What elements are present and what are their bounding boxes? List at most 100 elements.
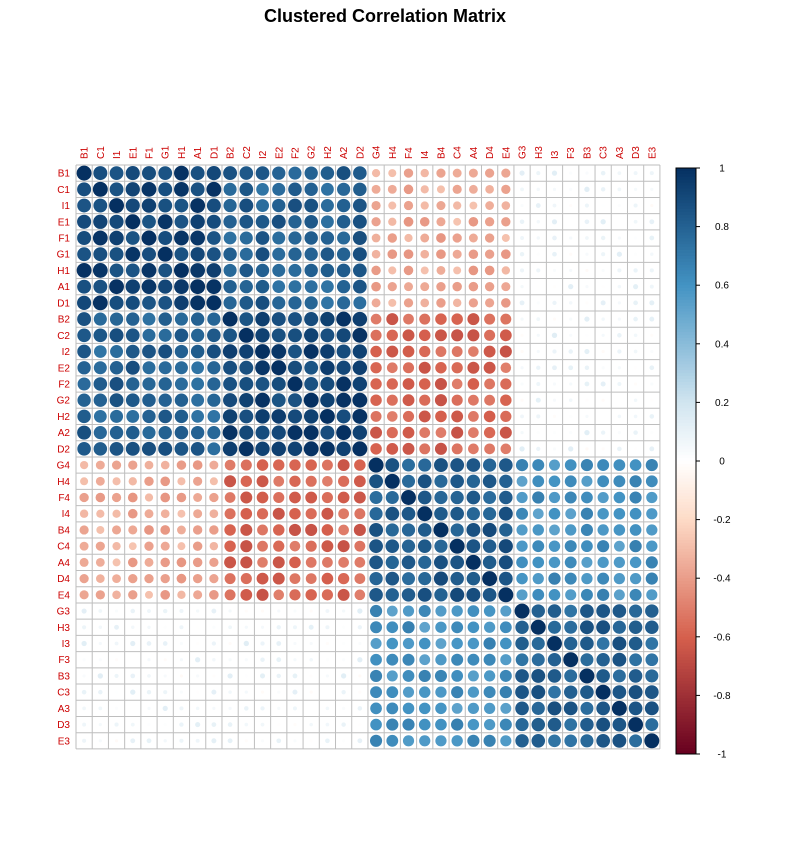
cell-H2-D1 (207, 410, 221, 423)
cell-H3-B4 (435, 621, 447, 633)
cell-B2-I3 (552, 317, 557, 321)
cell-F3-E3 (645, 653, 659, 667)
cell-A2-I3 (552, 431, 557, 435)
colorbar-segment (676, 203, 696, 207)
cell-A3-F2 (292, 706, 297, 711)
cell-F3-B3 (580, 653, 594, 667)
cell-D4-G4 (369, 571, 383, 586)
cell-F2-F3 (569, 382, 573, 386)
cell-H3-F1 (147, 625, 151, 629)
cell-A3-F3 (563, 701, 578, 716)
cell-H4-H4 (384, 473, 400, 489)
cell-H2-C4 (451, 410, 464, 423)
cell-G1-E2 (272, 247, 286, 261)
colorbar-segment (676, 188, 696, 192)
cell-I4-C4 (450, 506, 464, 521)
cell-F1-A4 (468, 233, 478, 243)
cell-F1-I2 (255, 231, 270, 245)
colorbar-segment (676, 616, 696, 620)
column-label-C2: C2 (242, 146, 253, 159)
row-label-A2: A2 (58, 428, 71, 439)
cell-F4-F4 (401, 490, 416, 505)
cell-F2-E1 (126, 377, 140, 391)
cell-E3-G1 (163, 739, 167, 743)
cell-I1-E1 (125, 198, 140, 213)
cell-H1-B2 (223, 263, 237, 277)
cell-G3-I4 (418, 605, 431, 618)
cell-C3-D3 (628, 685, 643, 700)
cell-F3-C1 (98, 658, 102, 662)
cell-A3-C3 (596, 701, 611, 716)
cell-C1-I2 (256, 182, 269, 196)
row-label-H3: H3 (57, 623, 70, 634)
cell-D3-C1 (98, 722, 102, 727)
cell-I4-C3 (597, 508, 609, 520)
cell-E3-C1 (98, 739, 102, 743)
cell-D2-D1 (207, 442, 221, 456)
cell-E2-E1 (125, 360, 140, 375)
cell-A4-A2 (338, 557, 349, 568)
cell-F4-H3 (532, 491, 545, 504)
cell-D1-G2 (304, 296, 318, 310)
cell-B4-E3 (646, 524, 658, 536)
cell-F3-I3 (547, 653, 562, 667)
cell-B4-H4 (385, 523, 399, 537)
cell-I3-A1 (196, 641, 200, 646)
colorbar-segment (676, 510, 696, 515)
cell-B3-C1 (97, 673, 103, 679)
colorbar-segment (676, 393, 696, 397)
cell-G2-B3 (585, 398, 589, 402)
cell-G3-G2 (309, 609, 313, 613)
cell-G4-H3 (532, 459, 545, 472)
cell-F2-A4 (467, 378, 480, 390)
cell-F4-A2 (337, 491, 350, 504)
row-label-D3: D3 (57, 720, 70, 731)
colorbar-segment (676, 364, 696, 368)
colorbar-segment (676, 478, 696, 482)
cell-B2-G4 (370, 313, 382, 325)
cell-A2-C2 (239, 425, 254, 440)
cell-D2-E3 (649, 446, 655, 452)
row-label-D4: D4 (57, 574, 70, 585)
cell-E1-A1 (190, 214, 205, 229)
cell-B2-H2 (320, 311, 335, 327)
cell-H4-A2 (338, 475, 350, 487)
row-label-G2: G2 (57, 396, 71, 407)
colorbar-segment (676, 288, 696, 292)
cell-D3-A1 (195, 722, 201, 728)
cell-G2-H2 (320, 392, 335, 408)
cell-C4-A1 (192, 541, 203, 551)
cell-H2-D2 (352, 408, 368, 424)
colorbar-segment (676, 214, 696, 219)
cell-E3-D1 (211, 738, 217, 744)
cell-D4-I3 (548, 572, 561, 585)
cell-H2-H3 (536, 414, 541, 419)
cell-A1-A1 (190, 279, 206, 295)
cell-G1-E3 (650, 252, 654, 256)
cell-E1-D4 (484, 217, 495, 227)
cell-A2-D4 (483, 426, 496, 439)
cell-C3-D2 (358, 690, 362, 694)
cell-C4-I1 (112, 542, 121, 551)
row-label-I2: I2 (62, 347, 71, 358)
cell-D2-C4 (451, 443, 463, 455)
cell-D4-F4 (402, 572, 416, 586)
cell-I4-C1 (96, 509, 105, 518)
cell-A2-G4 (370, 426, 383, 439)
colorbar-segment (676, 666, 696, 670)
cell-G2-G4 (370, 394, 382, 406)
cell-G4-F3 (564, 459, 577, 471)
cell-H3-D4 (483, 621, 496, 633)
matrix-grid (75, 164, 661, 750)
cell-C3-C4 (451, 686, 464, 699)
cell-B2-E3 (649, 316, 655, 322)
cell-B4-C3 (597, 524, 609, 536)
cell-G3-B1 (81, 608, 87, 614)
cell-H1-D4 (484, 265, 495, 276)
cell-A2-E4 (499, 426, 512, 439)
colorbar-segment (676, 499, 696, 503)
cell-C3-A4 (467, 686, 480, 698)
cell-F3-C4 (451, 653, 464, 666)
cell-D4-H4 (385, 571, 400, 586)
cell-A3-D1 (212, 706, 216, 710)
